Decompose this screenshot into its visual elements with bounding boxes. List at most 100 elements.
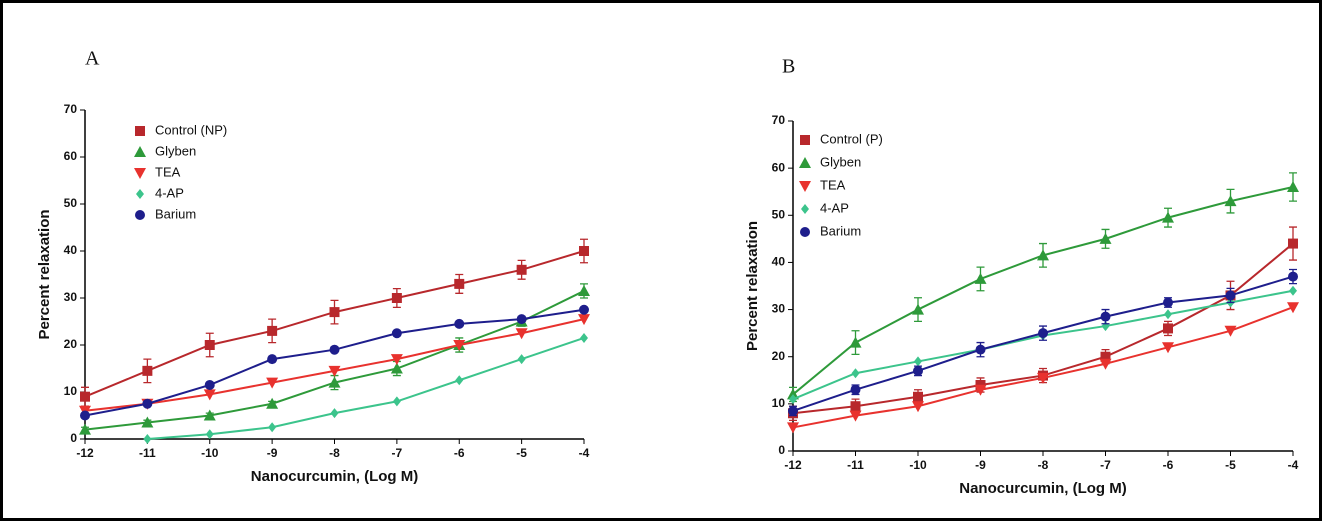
legend-marker <box>135 210 145 220</box>
marker <box>1099 232 1112 244</box>
marker <box>1224 195 1237 207</box>
legend-label: TEA <box>155 164 181 179</box>
x-tick-label: -11 <box>847 458 864 472</box>
marker <box>912 401 924 413</box>
panel-label: A <box>85 48 100 70</box>
x-tick-label: -5 <box>1225 458 1236 472</box>
legend-label: Control (NP) <box>155 122 227 137</box>
marker <box>203 389 216 401</box>
marker <box>267 354 278 365</box>
marker <box>1288 271 1298 282</box>
legend-marker <box>134 146 146 157</box>
legend-marker <box>800 135 810 145</box>
y-tick-label: 30 <box>64 290 78 304</box>
legend-label: 4-AP <box>820 200 849 215</box>
marker <box>454 318 465 329</box>
marker <box>789 394 797 405</box>
y-tick-label: 50 <box>772 207 786 221</box>
marker <box>851 368 860 379</box>
marker <box>455 375 464 386</box>
marker <box>390 354 403 366</box>
y-tick-label: 30 <box>772 302 786 316</box>
marker <box>849 410 862 422</box>
y-tick-label: 20 <box>772 349 786 363</box>
legend-marker <box>800 227 810 237</box>
marker <box>1163 297 1173 308</box>
y-tick-label: 10 <box>64 384 78 398</box>
series-line <box>792 186 1294 396</box>
legend-marker <box>134 168 146 179</box>
marker <box>80 391 90 402</box>
marker <box>1099 358 1112 370</box>
marker <box>328 365 341 377</box>
marker <box>391 328 402 339</box>
marker <box>143 434 152 444</box>
marker <box>142 365 153 376</box>
series-line <box>147 337 585 440</box>
x-tick-label: -10 <box>201 446 219 460</box>
marker <box>330 408 339 419</box>
y-tick-label: 10 <box>772 396 786 410</box>
marker <box>788 405 798 416</box>
marker <box>203 409 216 421</box>
x-tick-label: -10 <box>909 458 927 472</box>
marker <box>453 340 466 351</box>
y-tick-label: 50 <box>64 196 78 210</box>
marker <box>516 264 527 275</box>
marker <box>1037 249 1049 261</box>
legend-marker <box>799 181 811 192</box>
marker <box>1289 285 1297 296</box>
x-tick-label: -8 <box>329 446 340 460</box>
x-axis-label: Nanocurcumin, (Log M) <box>959 480 1127 497</box>
marker <box>266 397 279 409</box>
marker <box>912 303 924 315</box>
marker <box>974 384 987 396</box>
legend-label: Barium <box>155 206 196 221</box>
legend-label: Control (P) <box>820 131 883 146</box>
x-tick-label: -12 <box>784 458 802 472</box>
y-tick-label: 60 <box>64 149 78 163</box>
marker <box>1288 238 1298 249</box>
y-axis-label: Percent relaxation <box>744 221 761 351</box>
marker <box>578 284 590 296</box>
marker <box>515 328 528 340</box>
marker <box>267 325 278 336</box>
marker <box>579 246 589 256</box>
x-tick-label: -9 <box>975 458 986 472</box>
legend-label: 4-AP <box>155 185 184 200</box>
y-tick-label: 70 <box>64 102 78 116</box>
marker <box>849 336 862 348</box>
marker <box>1038 328 1048 339</box>
marker <box>850 401 861 412</box>
marker <box>1287 181 1299 192</box>
marker <box>517 354 526 365</box>
marker <box>1162 342 1174 354</box>
marker <box>1164 309 1172 320</box>
x-tick-label: -5 <box>516 446 527 460</box>
marker <box>1100 311 1111 322</box>
x-axis-label: Nanocurcumin, (Log M) <box>251 468 419 485</box>
x-tick-label: -6 <box>1163 458 1174 472</box>
legend-label: Glyben <box>155 143 196 158</box>
panel-label: B <box>782 56 795 78</box>
marker <box>80 410 90 421</box>
legend-label: Barium <box>820 223 861 238</box>
marker <box>914 356 922 367</box>
marker <box>516 314 527 325</box>
x-tick-label: -11 <box>139 446 156 460</box>
x-tick-label: -9 <box>267 446 278 460</box>
marker <box>205 429 214 440</box>
marker <box>266 377 279 389</box>
marker <box>1225 290 1236 301</box>
marker <box>391 293 402 303</box>
marker <box>579 304 589 315</box>
marker <box>974 272 987 284</box>
marker <box>141 416 154 428</box>
marker <box>787 422 799 434</box>
y-tick-label: 40 <box>772 255 786 269</box>
marker <box>913 365 923 376</box>
marker <box>850 384 861 395</box>
y-tick-label: 40 <box>64 243 78 257</box>
x-tick-label: -8 <box>1038 458 1049 472</box>
